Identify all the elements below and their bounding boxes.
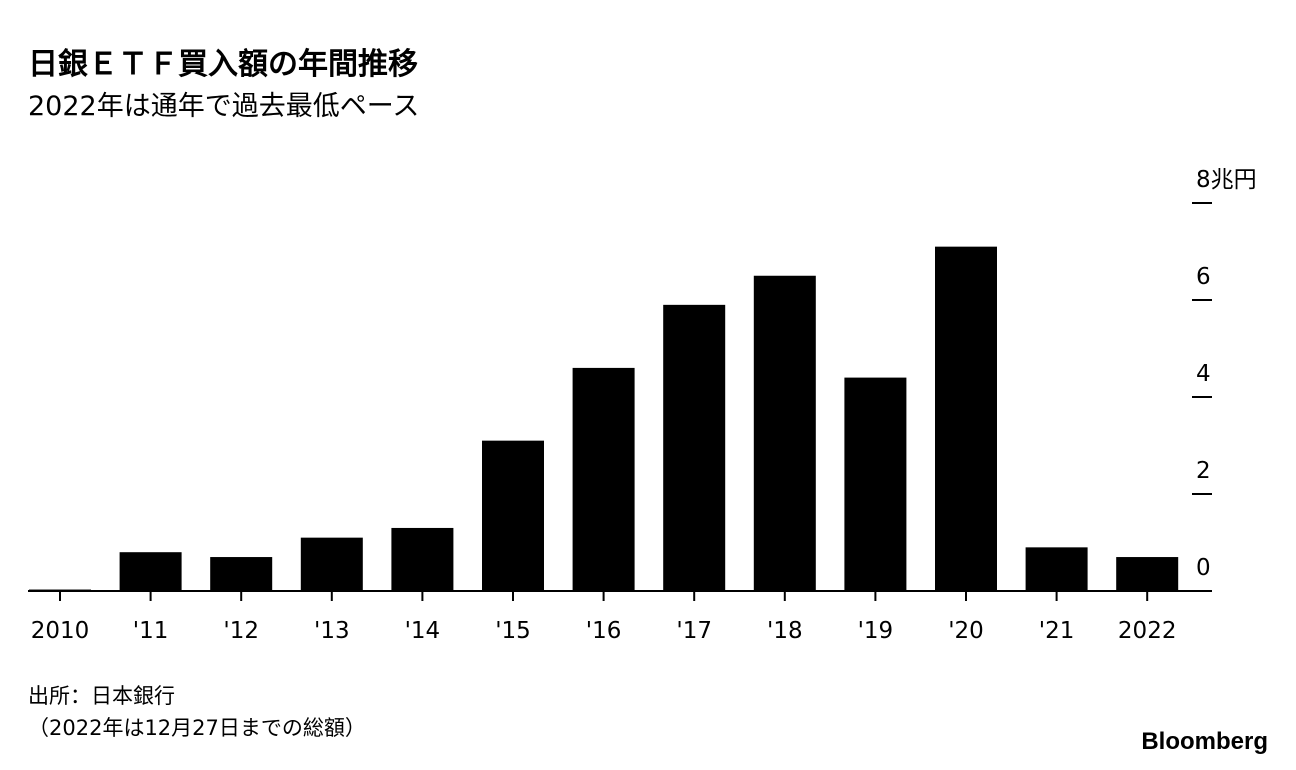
- bar: [753, 275, 816, 591]
- chart-title: 日銀ＥＴＦ買入額の年間推移: [28, 47, 418, 82]
- y-tick-label: 4: [1196, 361, 1211, 387]
- x-tick-label: 2010: [31, 618, 90, 644]
- y-tick-label: 6: [1196, 264, 1211, 290]
- bar: [391, 527, 454, 591]
- bar: [572, 367, 635, 591]
- y-tick-label: 0: [1196, 555, 1211, 581]
- x-tick-label: '14: [405, 618, 441, 644]
- x-tick-label: '16: [586, 618, 622, 644]
- bar: [29, 589, 91, 591]
- bar: [1025, 547, 1088, 591]
- x-tick-label: '11: [133, 618, 169, 644]
- source-note: 出所：日本銀行: [28, 684, 175, 708]
- x-tick-label: '21: [1039, 618, 1075, 644]
- source-note: （2022年は12月27日までの総額）: [28, 716, 366, 740]
- y-tick-label: 2: [1196, 458, 1211, 484]
- x-tick-label: '20: [948, 618, 984, 644]
- x-tick-label: '12: [223, 618, 259, 644]
- bar: [663, 304, 726, 591]
- x-tick-label: '17: [676, 618, 712, 644]
- bar: [844, 377, 907, 591]
- bar: [119, 552, 182, 591]
- bar: [300, 537, 363, 591]
- bar: [482, 440, 544, 591]
- chart-subtitle: 2022年は通年で過去最低ペース: [28, 91, 419, 122]
- y-tick-label: 8兆円: [1196, 167, 1257, 193]
- x-tick-label: '15: [495, 618, 531, 644]
- x-tick-label: 2022: [1118, 618, 1177, 644]
- brand-logo: Bloomberg: [1141, 728, 1268, 755]
- bar: [1116, 557, 1179, 591]
- x-tick-label: '13: [314, 618, 350, 644]
- x-tick-label: '19: [858, 618, 894, 644]
- x-tick-label: '18: [767, 618, 803, 644]
- bar: [935, 246, 997, 591]
- bar: [210, 557, 273, 591]
